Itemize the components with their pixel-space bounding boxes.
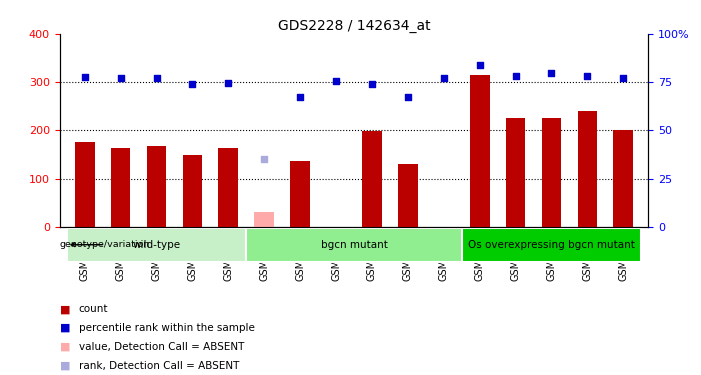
Bar: [613, 130, 633, 227]
Bar: [182, 156, 203, 227]
Text: rank, Detection Call = ABSENT: rank, Detection Call = ABSENT: [79, 361, 239, 370]
Text: genotype/variation: genotype/variation: [60, 240, 150, 249]
Point: [474, 62, 485, 68]
Point: [294, 94, 306, 100]
Text: ■: ■: [60, 323, 70, 333]
FancyBboxPatch shape: [462, 228, 641, 262]
Bar: [254, 212, 274, 227]
Point: [330, 78, 341, 84]
Text: ■: ■: [60, 361, 70, 370]
FancyBboxPatch shape: [67, 228, 246, 262]
Bar: [111, 148, 130, 227]
Bar: [505, 118, 526, 227]
Point: [510, 73, 521, 79]
Point: [618, 75, 629, 81]
Bar: [147, 146, 166, 227]
Point: [151, 75, 162, 81]
Point: [115, 75, 126, 81]
Text: value, Detection Call = ABSENT: value, Detection Call = ABSENT: [79, 342, 244, 352]
Point: [546, 70, 557, 76]
Point: [259, 156, 270, 162]
Text: ■: ■: [60, 342, 70, 352]
Point: [79, 74, 90, 80]
Point: [582, 73, 593, 79]
Point: [187, 81, 198, 87]
Text: count: count: [79, 304, 108, 314]
Bar: [75, 142, 95, 227]
Title: GDS2228 / 142634_at: GDS2228 / 142634_at: [278, 19, 430, 33]
Text: bgcn mutant: bgcn mutant: [320, 240, 388, 250]
Bar: [290, 161, 310, 227]
Bar: [219, 148, 238, 227]
Text: percentile rank within the sample: percentile rank within the sample: [79, 323, 254, 333]
Bar: [578, 111, 597, 227]
Point: [402, 94, 414, 100]
FancyBboxPatch shape: [246, 228, 462, 262]
Text: ■: ■: [60, 304, 70, 314]
Bar: [362, 131, 382, 227]
Point: [367, 81, 378, 87]
Bar: [398, 164, 418, 227]
Point: [438, 75, 449, 81]
Text: wild-type: wild-type: [132, 240, 181, 250]
Bar: [542, 118, 562, 227]
Bar: [470, 75, 489, 227]
Text: Os overexpressing bgcn mutant: Os overexpressing bgcn mutant: [468, 240, 635, 250]
Point: [223, 80, 234, 86]
